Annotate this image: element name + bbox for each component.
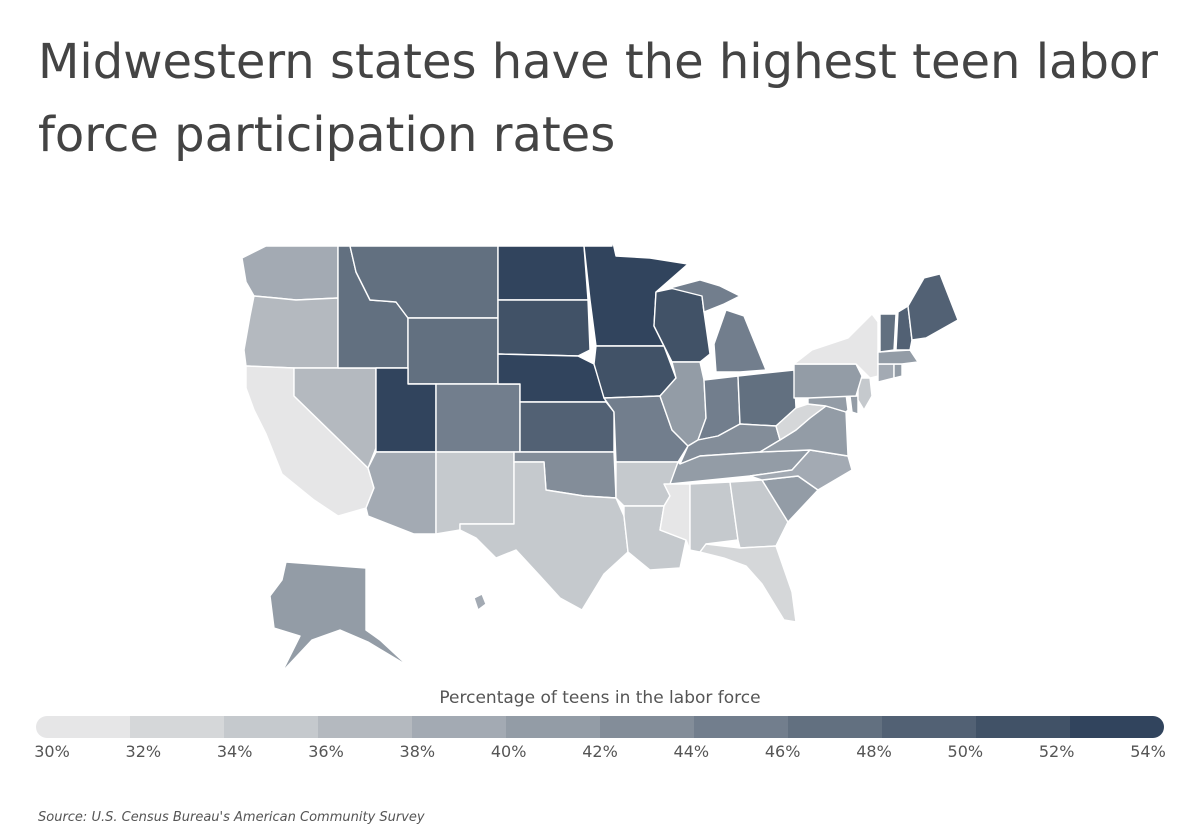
state-NM[interactable] — [435, 451, 515, 535]
state-NH[interactable] — [895, 305, 913, 351]
legend-swatch-2 — [224, 716, 318, 738]
legend-tick-label: 54% — [1130, 742, 1166, 761]
legend-color-scale — [36, 716, 1164, 738]
legend-swatch-11 — [1070, 716, 1164, 738]
legend-swatch-6 — [600, 716, 694, 738]
legend-tick-label: 44% — [673, 742, 710, 761]
state-DE[interactable] — [849, 395, 859, 415]
state-FL[interactable] — [699, 543, 797, 623]
state-NC[interactable] — [749, 449, 853, 491]
state-AZ[interactable] — [365, 451, 437, 535]
legend-tick-label: 36% — [308, 742, 344, 761]
state-SD[interactable] — [497, 299, 591, 357]
states-layer — [241, 237, 959, 673]
legend-swatch-9 — [882, 716, 976, 738]
legend-swatch-0 — [36, 716, 130, 738]
legend-tick-label: 32% — [125, 742, 162, 761]
state-OR[interactable] — [243, 295, 339, 369]
state-PA[interactable] — [793, 363, 863, 399]
state-WY[interactable] — [407, 317, 499, 385]
legend-tick-label: 50% — [947, 742, 984, 761]
state-RI[interactable] — [893, 363, 903, 379]
legend-swatch-10 — [976, 716, 1070, 738]
state-MI[interactable] — [669, 279, 767, 373]
legend-tick-label: 34% — [216, 742, 253, 761]
legend-swatch-3 — [318, 716, 412, 738]
legend-swatch-7 — [694, 716, 788, 738]
source-note: Source: U.S. Census Bureau's American Co… — [38, 810, 425, 825]
state-IA[interactable] — [593, 345, 677, 399]
legend-tick-label: 46% — [764, 742, 801, 761]
state-KS[interactable] — [519, 401, 615, 453]
state-NY[interactable] — [793, 313, 879, 379]
state-AK[interactable] — [269, 561, 409, 673]
legend-swatch-5 — [506, 716, 600, 738]
legend-title: Percentage of teens in the labor force — [439, 688, 761, 708]
state-MN[interactable] — [583, 237, 689, 347]
legend-tick-label: 52% — [1038, 742, 1075, 761]
state-ND[interactable] — [497, 245, 589, 301]
legend-tick-label: 42% — [582, 742, 618, 761]
state-TX[interactable] — [459, 461, 629, 611]
us-choropleth-map — [241, 237, 959, 673]
legend-tick-label: 38% — [399, 742, 436, 761]
state-VT[interactable] — [879, 313, 897, 353]
page-title: Midwestern states have the highest teen … — [38, 34, 1159, 163]
legend-tick-label: 40% — [490, 742, 527, 761]
legend-tick-label: 48% — [856, 742, 892, 761]
legend-swatch-8 — [788, 716, 882, 738]
state-WV[interactable] — [775, 403, 827, 441]
state-HI[interactable] — [473, 593, 487, 611]
state-WA[interactable] — [241, 245, 339, 301]
legend-swatch-4 — [412, 716, 506, 738]
state-CO[interactable] — [435, 383, 521, 453]
legend-swatch-1 — [130, 716, 224, 738]
state-CT[interactable] — [877, 363, 895, 383]
state-NJ[interactable] — [857, 377, 873, 411]
legend-tick-label: 30% — [34, 742, 70, 761]
state-ME[interactable] — [907, 273, 959, 341]
legend-ticks: 30% 32% 34% 36% 38% 40% 42% 44% 46% 48% 50% 52% 54% — [0, 742, 1200, 766]
